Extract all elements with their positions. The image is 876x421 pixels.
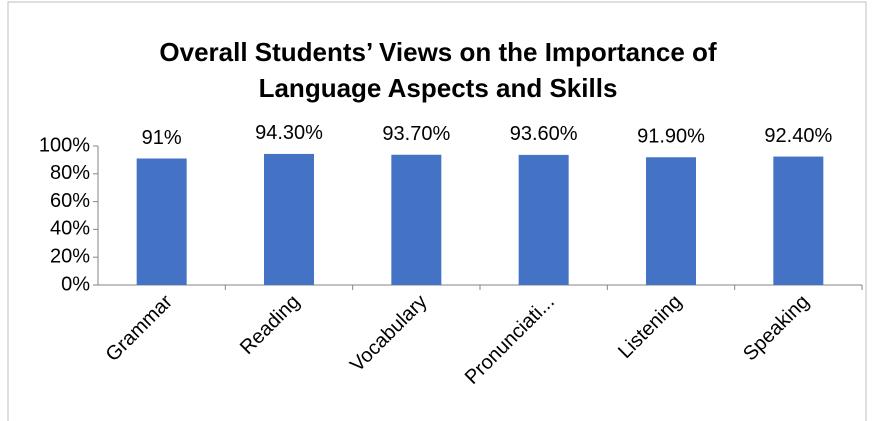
x-tick-label: Vocabulary	[346, 291, 432, 377]
bar	[773, 156, 824, 285]
bar	[136, 158, 187, 285]
bar	[391, 154, 442, 285]
y-tick-label: 100%	[39, 134, 90, 156]
y-tick-label: 20%	[50, 245, 90, 267]
y-tick-label: 60%	[50, 190, 90, 212]
bar	[264, 153, 314, 285]
x-tick-label: Speaking	[739, 291, 814, 366]
y-tick-label: 0%	[61, 273, 90, 295]
x-tick-label: Pronunciati...	[461, 291, 559, 389]
bar	[646, 157, 696, 285]
chart-title: Overall Students’ Views on the Importanc…	[159, 37, 717, 103]
value-label: 94.30%	[255, 122, 323, 144]
value-label: 91.90%	[637, 126, 705, 148]
chart-border	[7, 1, 867, 421]
y-tick-label: 40%	[50, 218, 90, 240]
value-label: 92.40%	[764, 125, 832, 147]
value-label: 93.60%	[510, 123, 578, 145]
bar	[518, 154, 569, 285]
x-tick-label: Grammar	[102, 290, 178, 366]
value-label: 91%	[142, 127, 182, 149]
x-tick-label: Listening	[614, 291, 686, 363]
x-tick-label: Reading	[236, 291, 304, 359]
value-label: 93.70%	[382, 123, 450, 145]
y-tick-label: 80%	[50, 162, 90, 184]
